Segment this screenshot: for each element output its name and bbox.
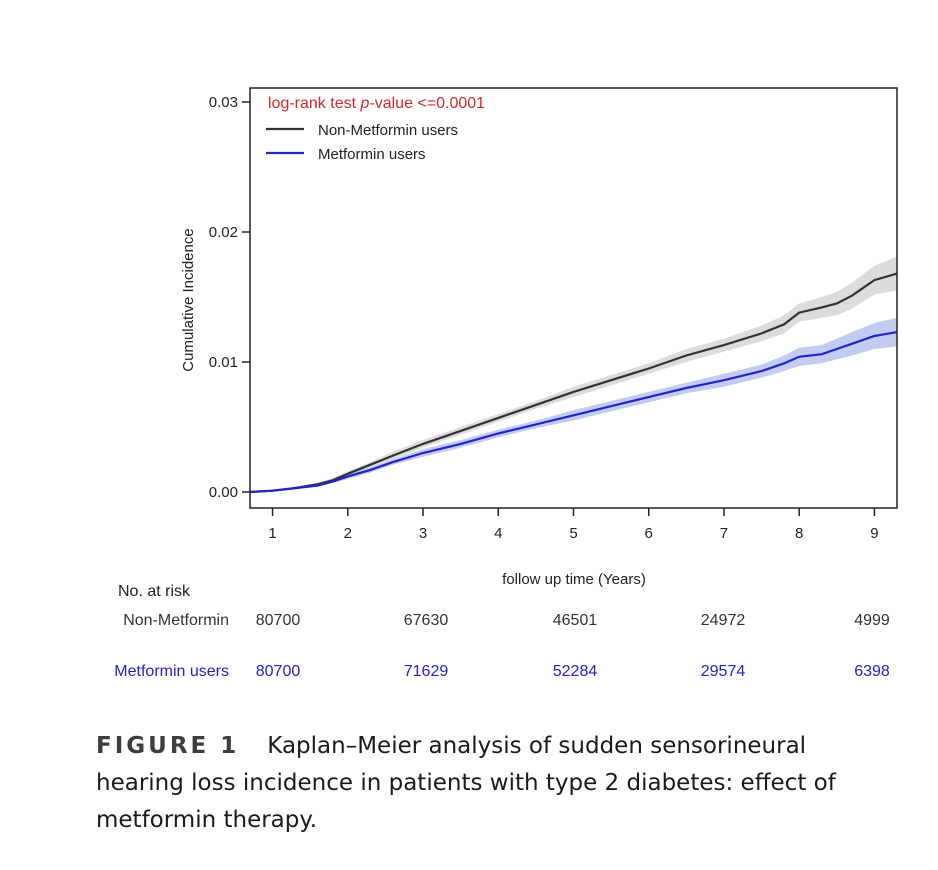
figure-label: FIGURE 1: [96, 733, 240, 759]
x-tick-label-3: 4: [494, 525, 502, 542]
band-series-1: [250, 317, 897, 492]
x-tick-label-8: 9: [870, 525, 878, 542]
legend-label-0: Non-Metformin users: [318, 122, 458, 139]
annotation-prefix: log-rank test: [268, 95, 360, 112]
risk-cell-0-1: 67630: [404, 612, 449, 629]
y-tick-label-1: 0.01: [209, 354, 238, 371]
risk-cell-0-3: 24972: [701, 612, 746, 629]
figure-caption-text: Kaplan–Meier analysis of sudden sensorin…: [96, 733, 836, 833]
curve-series-0: [249, 272, 898, 494]
risk-cell-0-4: 4999: [854, 612, 890, 629]
x-tick-label-4: 5: [569, 525, 577, 542]
risk-table-title: No. at risk: [118, 583, 191, 600]
log-rank-annotation: log-rank test p-value <=0.0001: [268, 95, 485, 112]
figure-caption: FIGURE 1 Kaplan–Meier analysis of sudden …: [96, 728, 896, 839]
survival-curves: [249, 272, 898, 494]
confidence-bands: [250, 256, 897, 492]
x-tick-label-7: 8: [795, 525, 803, 542]
risk-cell-0-2: 46501: [553, 612, 598, 629]
y-axis: 0.00 0.01 0.02 0.03: [209, 94, 250, 501]
curve-series-1: [249, 331, 898, 494]
risk-cell-1-4: 6398: [854, 663, 890, 680]
band-series-0: [250, 256, 897, 492]
x-tick-label-5: 6: [645, 525, 653, 542]
risk-cell-1-0: 80700: [256, 663, 301, 680]
risk-cell-1-1: 71629: [404, 663, 449, 680]
x-axis-label: follow up time (Years): [502, 571, 646, 588]
x-tick-label-2: 3: [419, 525, 427, 542]
y-axis-label: Cumulative Incidence: [180, 228, 197, 371]
annotation-suffix: -value <=0.0001: [369, 95, 485, 112]
legend: Non-Metformin users Metformin users: [266, 122, 458, 163]
km-chart: 0.00 0.01 0.02 0.03 1 2 3 4 5 6 7 8 9 Cumulative In…: [114, 87, 898, 680]
risk-cell-0-0: 80700: [256, 612, 301, 629]
risk-row-label-1: Metformin users: [114, 663, 229, 680]
risk-row-label-0: Non-Metformin: [123, 612, 229, 629]
risk-cell-1-3: 29574: [701, 663, 746, 680]
risk-table: No. at risk Non-Metformin 80700 67630 46501…: [114, 583, 890, 680]
y-tick-label-2: 0.02: [209, 224, 238, 241]
y-tick-label-3: 0.03: [209, 94, 238, 111]
x-tick-label-1: 2: [344, 525, 352, 542]
y-tick-label-0: 0.00: [209, 484, 238, 501]
x-tick-label-6: 7: [720, 525, 728, 542]
x-axis: 1 2 3 4 5 6 7 8 9: [268, 508, 879, 542]
risk-cell-1-2: 52284: [553, 663, 598, 680]
legend-label-1: Metformin users: [318, 146, 426, 163]
annotation-p: p: [359, 95, 369, 112]
x-tick-label-0: 1: [268, 525, 276, 542]
